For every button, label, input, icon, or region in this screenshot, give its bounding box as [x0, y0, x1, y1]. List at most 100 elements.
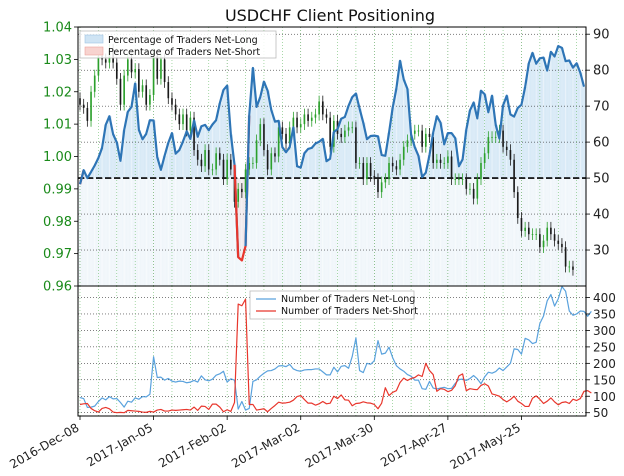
candle-body — [465, 179, 468, 189]
positioning-fill-bar — [302, 153, 307, 179]
candle-body — [380, 182, 383, 193]
legend-label-net-short: Percentage of Traders Net-Short — [108, 47, 260, 58]
baseline-fill-bar — [140, 178, 145, 286]
positioning-fill-bar — [324, 161, 329, 179]
baseline-fill-bar — [309, 178, 314, 286]
candle-body — [406, 140, 409, 147]
percent-tick-label: 30 — [593, 244, 610, 259]
price-tick-label: 1.03 — [43, 53, 72, 68]
net-short-count-line — [79, 298, 592, 414]
legend-label-count-net-short: Number of Traders Net-Short — [281, 306, 418, 317]
candle-body — [325, 114, 328, 118]
positioning-fill-bar — [457, 166, 462, 179]
positioning-fill-bar — [405, 88, 410, 179]
candle-body — [513, 159, 515, 193]
candle-body — [86, 107, 89, 121]
baseline-fill-bar — [192, 178, 197, 286]
count-tick-label: 100 — [593, 390, 616, 404]
positioning-fill-bar — [383, 155, 388, 179]
positioning-fill-bar — [251, 68, 256, 179]
candle-body — [373, 175, 376, 180]
candle-body — [388, 162, 390, 180]
positioning-fill-bar — [162, 155, 167, 179]
positioning-fill-bar — [199, 126, 204, 179]
trader-count-lines — [79, 286, 592, 414]
candle-body — [252, 162, 254, 164]
baseline-fill-bar — [486, 178, 491, 286]
candle-body — [90, 91, 92, 121]
candle-body — [292, 117, 295, 128]
candle-body — [288, 127, 291, 144]
baseline-fill-bar — [339, 178, 344, 286]
candle-body — [138, 69, 140, 92]
candle-body — [141, 85, 144, 92]
price-tick-label: 1.01 — [43, 118, 72, 133]
baseline-fill-bar — [398, 178, 403, 286]
candle-body — [413, 130, 416, 134]
candle-body — [369, 162, 372, 176]
percent-tick-label: 60 — [593, 136, 610, 151]
baseline-fill-bar — [368, 178, 373, 286]
baseline-fill-bar — [273, 178, 278, 286]
candle-body — [395, 166, 398, 170]
baseline-fill-bar — [125, 178, 130, 286]
candle-body — [561, 243, 563, 248]
positioning-fill-bar — [427, 155, 432, 179]
candle-body — [553, 234, 556, 241]
candle-body — [237, 188, 240, 202]
price-tick-label: 0.97 — [43, 247, 72, 262]
candle-body — [550, 227, 552, 235]
baseline-fill-bar — [302, 178, 307, 286]
candle-body — [439, 159, 442, 163]
candle-body — [402, 146, 405, 160]
price-tick-label: 1.04 — [43, 21, 72, 36]
baseline-fill-bar — [287, 178, 292, 286]
candle-body — [520, 218, 523, 231]
candle-body — [362, 162, 365, 180]
positioning-fill-bar — [376, 136, 381, 179]
count-legend-box — [249, 290, 415, 320]
candle-body — [366, 162, 368, 180]
baseline-fill-bar — [96, 178, 101, 286]
candle-body — [424, 133, 427, 147]
count-tick-label: 50 — [593, 406, 608, 420]
candle-body — [564, 247, 567, 267]
positioning-fill-bar — [538, 58, 542, 179]
candle-body — [531, 234, 534, 235]
count-tick-label: 200 — [593, 357, 616, 371]
positioning-fill-bar — [265, 90, 270, 179]
candle-body — [321, 101, 324, 115]
candle-body — [248, 162, 251, 170]
baseline-fill-bar — [228, 178, 233, 286]
candle-body — [171, 98, 173, 105]
baseline-fill-bar — [493, 178, 498, 286]
candle-body — [266, 150, 269, 170]
candle-body — [189, 117, 192, 131]
date-tick-label: 2017-Jan-05 — [84, 420, 155, 469]
candle-body — [469, 188, 471, 190]
baseline-fill-bar — [574, 178, 579, 286]
baseline-fill-bar — [479, 178, 484, 286]
positioning-fill-bar — [560, 47, 565, 179]
candle-body — [259, 124, 262, 141]
price-candles — [79, 43, 574, 276]
baseline-fill-bar — [295, 178, 300, 286]
positioning-fill-bar — [287, 147, 292, 179]
date-tick-label: 2017-Mar-02 — [229, 420, 302, 470]
candle-body — [204, 150, 206, 167]
baseline-fill-bar — [412, 178, 417, 286]
candle-body — [93, 75, 96, 92]
candle-body — [535, 234, 538, 235]
baseline-fill-bar — [206, 178, 211, 286]
candle-body — [196, 150, 199, 160]
positioning-fill-bar — [435, 116, 439, 179]
candle-body — [218, 153, 221, 160]
candle-body — [384, 179, 387, 183]
baseline-fill-bar — [184, 178, 189, 286]
positioning-percentage-line — [78, 44, 586, 262]
positioning-fill-bar — [339, 118, 344, 179]
positioning-fill-bar — [295, 166, 300, 179]
percent-tick-label: 50 — [593, 172, 610, 187]
candle-body — [119, 78, 122, 105]
count-panel-legend: Number of Traders Net-Long Number of Tra… — [249, 290, 418, 320]
